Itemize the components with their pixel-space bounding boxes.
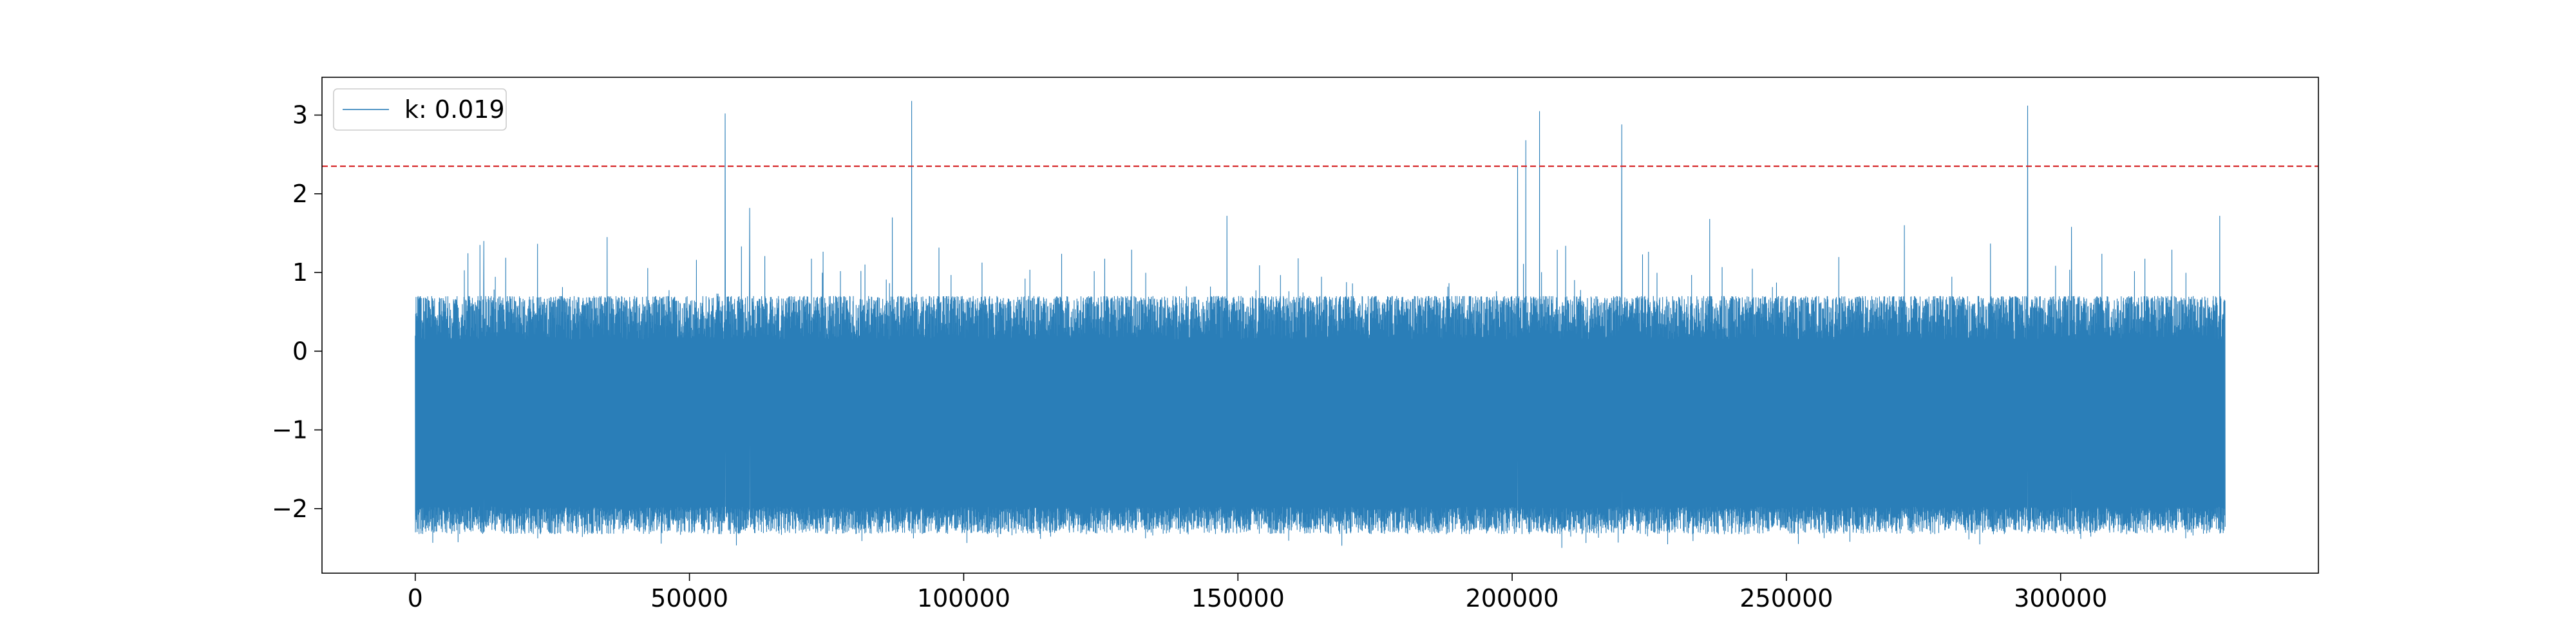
y-tick-label: 0 (292, 337, 308, 365)
legend: k: 0.019 (333, 88, 507, 131)
x-tick-label: 100000 (917, 584, 1010, 612)
y-axis: −2 −1 0 1 2 3 (272, 101, 322, 523)
legend-box (333, 88, 507, 131)
x-tick-label: 50000 (650, 584, 728, 612)
series-line (415, 100, 2226, 548)
y-tick-label: −2 (272, 495, 308, 523)
series-layer (415, 100, 2226, 548)
legend-label: k: 0.019 (404, 95, 505, 124)
x-tick-label: 200000 (1466, 584, 1559, 612)
plot-frame (321, 77, 2319, 574)
y-tick-label: −1 (272, 416, 308, 444)
x-tick-label: 250000 (1739, 584, 1833, 612)
x-tick-label: 300000 (2014, 584, 2107, 612)
x-tick-label: 150000 (1191, 584, 1285, 612)
y-tick-label: 3 (292, 101, 308, 129)
y-tick-label: 1 (292, 258, 308, 287)
x-axis: 0 50000 100000 150000 200000 250000 300000 (408, 573, 2107, 612)
y-tick-label: 2 (292, 180, 308, 208)
x-tick-label: 0 (408, 584, 423, 612)
